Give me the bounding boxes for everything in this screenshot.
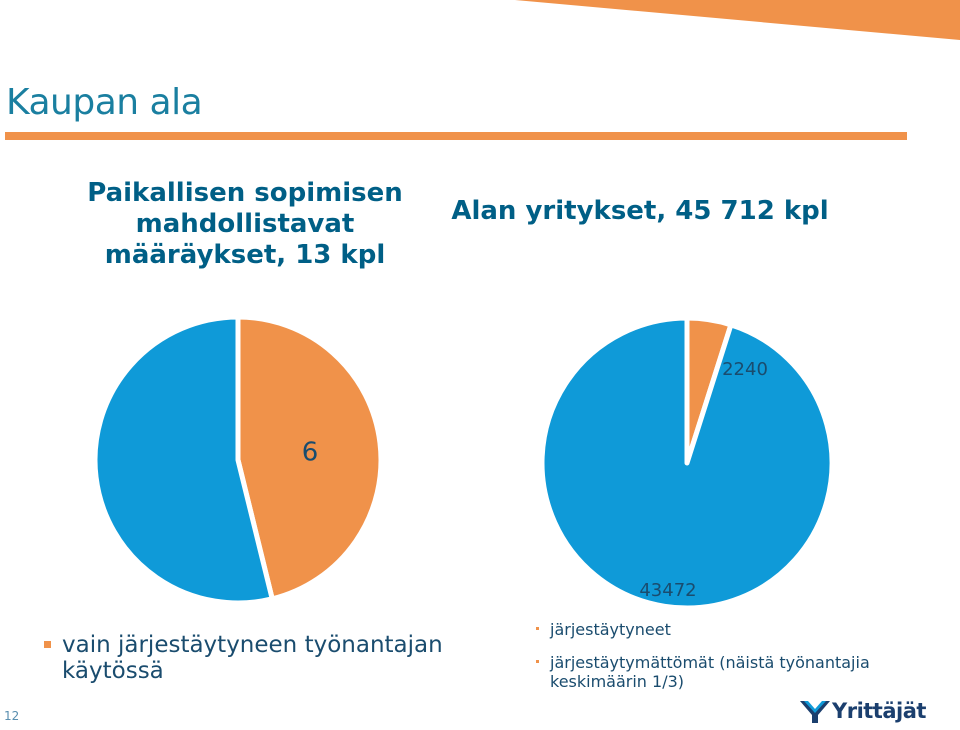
pie2-slice-2 (539, 315, 835, 611)
pie2-data-label-1: 2240 (722, 359, 768, 380)
legend-square-marker (536, 627, 539, 630)
right-chart-title: Alan yritykset, 45 712 kpl (451, 196, 829, 226)
title-rule (5, 132, 907, 140)
legend-label: järjestäytyneet (550, 620, 671, 639)
legend-item: vain järjestäytyneen työnantajan käytöss… (44, 632, 474, 685)
pie1-data-label-1: 6 (302, 438, 319, 468)
logo-y-mark-icon (800, 701, 830, 723)
pie1-slice-1 (235, 314, 384, 602)
legend-label: järjestäytymättömät (näistä työnantajia … (550, 653, 870, 692)
yrittajat-logo: Yrittäjät (800, 699, 926, 723)
legend-item: järjestäytyneet (536, 620, 936, 639)
pie1-slice-2 (92, 314, 275, 606)
page-title: Kaupan ala (6, 82, 203, 123)
legend-item: järjestäytymättömät (näistä työnantajia … (536, 653, 936, 691)
legend-label: vain järjestäytyneen työnantajan käytöss… (62, 632, 443, 685)
legend-square-marker (536, 660, 539, 664)
left-chart-legend: vain järjestäytyneen työnantajan käytöss… (44, 632, 474, 685)
left-chart-title: Paikallisen sopimisen mahdollistavat mää… (87, 178, 403, 271)
logo-text: Yrittäjät (832, 699, 926, 723)
top-accent-stripe (515, 0, 960, 40)
pie2-data-label-2: 43472 (639, 580, 696, 601)
page-number: 12 (4, 709, 20, 723)
legend-square-marker (44, 641, 51, 648)
right-chart-legend: järjestäytyneet järjestäytymättömät (näi… (536, 620, 936, 706)
